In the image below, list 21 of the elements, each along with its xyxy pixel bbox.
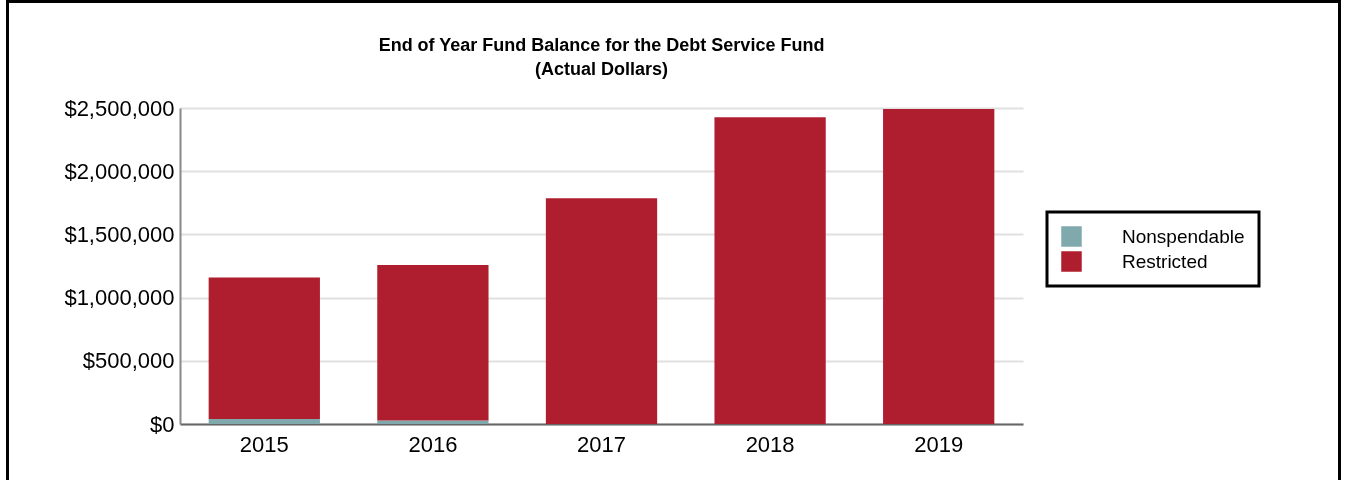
bar — [208, 277, 320, 419]
y-tick-label: $2,500,000 — [64, 95, 175, 121]
y-tick-label: $500,000 — [82, 348, 175, 374]
bar — [883, 108, 995, 424]
chart-subtitle: (Actual Dollars) — [534, 59, 669, 79]
bar — [545, 198, 658, 424]
chart-title: End of Year Fund Balance for the Debt Service Fund — [378, 35, 825, 55]
x-tick-label: 2018 — [745, 431, 795, 457]
x-tick-label: 2015 — [239, 431, 289, 457]
x-tick-label: 2017 — [577, 431, 626, 457]
bar — [208, 418, 320, 424]
x-tick-label: 2016 — [408, 431, 458, 457]
y-tick-label: $2,000,000 — [64, 158, 175, 184]
y-tick-label: $1,500,000 — [64, 221, 175, 247]
legend-label: Restricted — [1122, 250, 1208, 272]
x-tick-label: 2019 — [914, 431, 964, 457]
y-tick-label: $1,000,000 — [64, 285, 175, 311]
legend-label: Nonspendable — [1122, 225, 1245, 247]
bar — [377, 265, 489, 421]
y-tick-label: $0 — [150, 411, 175, 437]
bar — [714, 117, 826, 424]
